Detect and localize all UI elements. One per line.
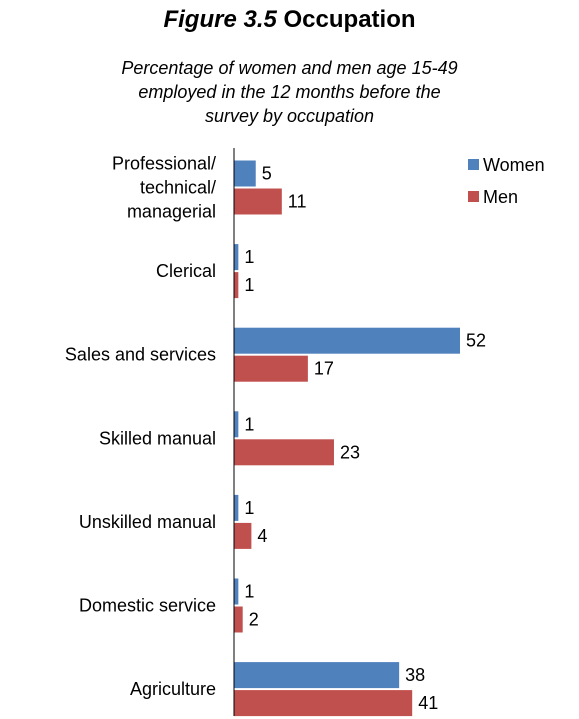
category-label-line: Unskilled manual bbox=[79, 512, 216, 532]
data-label: 1 bbox=[244, 247, 254, 267]
bar-men bbox=[234, 355, 308, 382]
data-label: 1 bbox=[244, 582, 254, 602]
bar-women bbox=[234, 578, 239, 605]
legend-label-men: Men bbox=[483, 187, 518, 207]
category-label-line: Sales and services bbox=[65, 345, 216, 365]
bar-men bbox=[234, 188, 282, 215]
data-label: 1 bbox=[244, 498, 254, 518]
bar-women bbox=[234, 160, 256, 187]
category-label: Agriculture bbox=[130, 679, 216, 699]
bar-women bbox=[234, 327, 460, 354]
chart-title: Figure 3.5 Occupation bbox=[0, 6, 579, 34]
category-label-line: managerial bbox=[127, 202, 216, 222]
data-label: 1 bbox=[244, 414, 254, 434]
data-label: 5 bbox=[262, 164, 272, 184]
data-label: 17 bbox=[314, 359, 334, 379]
bar-men bbox=[234, 606, 243, 633]
category-label: Unskilled manual bbox=[79, 512, 216, 532]
category-label: Domestic service bbox=[79, 596, 216, 616]
category-label: Sales and services bbox=[65, 345, 216, 365]
bar-men bbox=[234, 439, 334, 466]
legend-swatch-women bbox=[468, 159, 479, 170]
chart-subtitle: Percentage of women and men age 15-49 em… bbox=[0, 56, 579, 128]
category-label: Clerical bbox=[156, 261, 216, 281]
data-label: 52 bbox=[466, 331, 486, 351]
figure-label: Figure 3.5 bbox=[163, 6, 277, 33]
subtitle-line-1: Percentage of women and men age 15-49 bbox=[121, 58, 458, 78]
category-label-line: Domestic service bbox=[79, 596, 216, 616]
category-label-line: Agriculture bbox=[130, 679, 216, 699]
data-label: 23 bbox=[340, 442, 360, 462]
legend-label-women: Women bbox=[483, 155, 545, 175]
data-label: 41 bbox=[418, 693, 438, 713]
data-label: 4 bbox=[257, 526, 267, 546]
subtitle-line-2: employed in the 12 months before the bbox=[138, 82, 441, 102]
legend-swatch-men bbox=[468, 191, 479, 202]
data-label: 11 bbox=[288, 192, 307, 212]
bar-men bbox=[234, 690, 413, 717]
bar-women bbox=[234, 662, 400, 689]
bar-women bbox=[234, 411, 239, 438]
category-label: Skilled manual bbox=[99, 428, 216, 448]
subtitle-line-3: survey by occupation bbox=[204, 106, 375, 126]
data-label: 38 bbox=[405, 665, 425, 685]
category-label-line: Skilled manual bbox=[99, 428, 216, 448]
bar-men bbox=[234, 522, 252, 549]
bar-men bbox=[234, 272, 239, 299]
category-label-line: Clerical bbox=[156, 261, 216, 281]
category-label-line: technical/ bbox=[140, 178, 216, 198]
bar-women bbox=[234, 494, 239, 521]
category-label-line: Professional/ bbox=[112, 154, 216, 174]
data-label: 2 bbox=[249, 610, 259, 630]
category-label: Professional/technical/managerial bbox=[112, 154, 216, 222]
figure-title: Occupation bbox=[283, 6, 416, 33]
bar-women bbox=[234, 244, 239, 271]
data-label: 1 bbox=[244, 275, 254, 295]
